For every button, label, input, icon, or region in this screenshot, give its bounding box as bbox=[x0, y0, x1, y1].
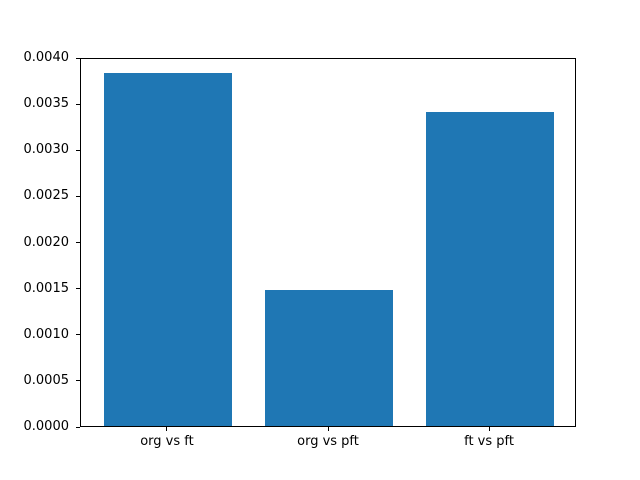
y-tick-mark bbox=[76, 195, 80, 197]
y-tick-mark bbox=[76, 426, 80, 428]
x-tick-mark bbox=[488, 427, 490, 431]
y-tick-mark bbox=[76, 288, 80, 290]
y-tick-label: 0.0035 bbox=[23, 96, 70, 112]
bar-org-vs-ft bbox=[103, 72, 233, 426]
y-tick-mark bbox=[76, 103, 80, 105]
y-tick-label: 0.0000 bbox=[23, 419, 70, 434]
plot-area bbox=[80, 58, 576, 427]
y-tick-mark bbox=[76, 149, 80, 151]
y-tick-mark bbox=[76, 242, 80, 243]
y-tick-label: 0.0005 bbox=[23, 372, 70, 388]
y-tick-label: 0.0015 bbox=[23, 280, 70, 296]
x-tick-label: org vs ft bbox=[140, 434, 194, 449]
y-tick-mark bbox=[76, 334, 80, 336]
y-tick-mark bbox=[76, 380, 80, 382]
y-tick-label: 0.0040 bbox=[23, 50, 70, 65]
x-tick-label: ft vs pft bbox=[464, 434, 514, 449]
x-tick-label: org vs pft bbox=[297, 434, 359, 449]
y-tick-label: 0.0025 bbox=[23, 188, 70, 204]
y-tick-label: 0.0030 bbox=[23, 142, 70, 158]
x-tick-mark bbox=[166, 427, 168, 431]
y-tick-mark bbox=[76, 57, 80, 59]
y-tick-label: 0.0020 bbox=[23, 234, 70, 250]
bar-ft-vs-pft bbox=[425, 112, 555, 426]
x-tick-mark bbox=[327, 427, 329, 431]
y-tick-label: 0.0010 bbox=[23, 326, 70, 342]
bar-org-vs-pft bbox=[264, 290, 394, 426]
